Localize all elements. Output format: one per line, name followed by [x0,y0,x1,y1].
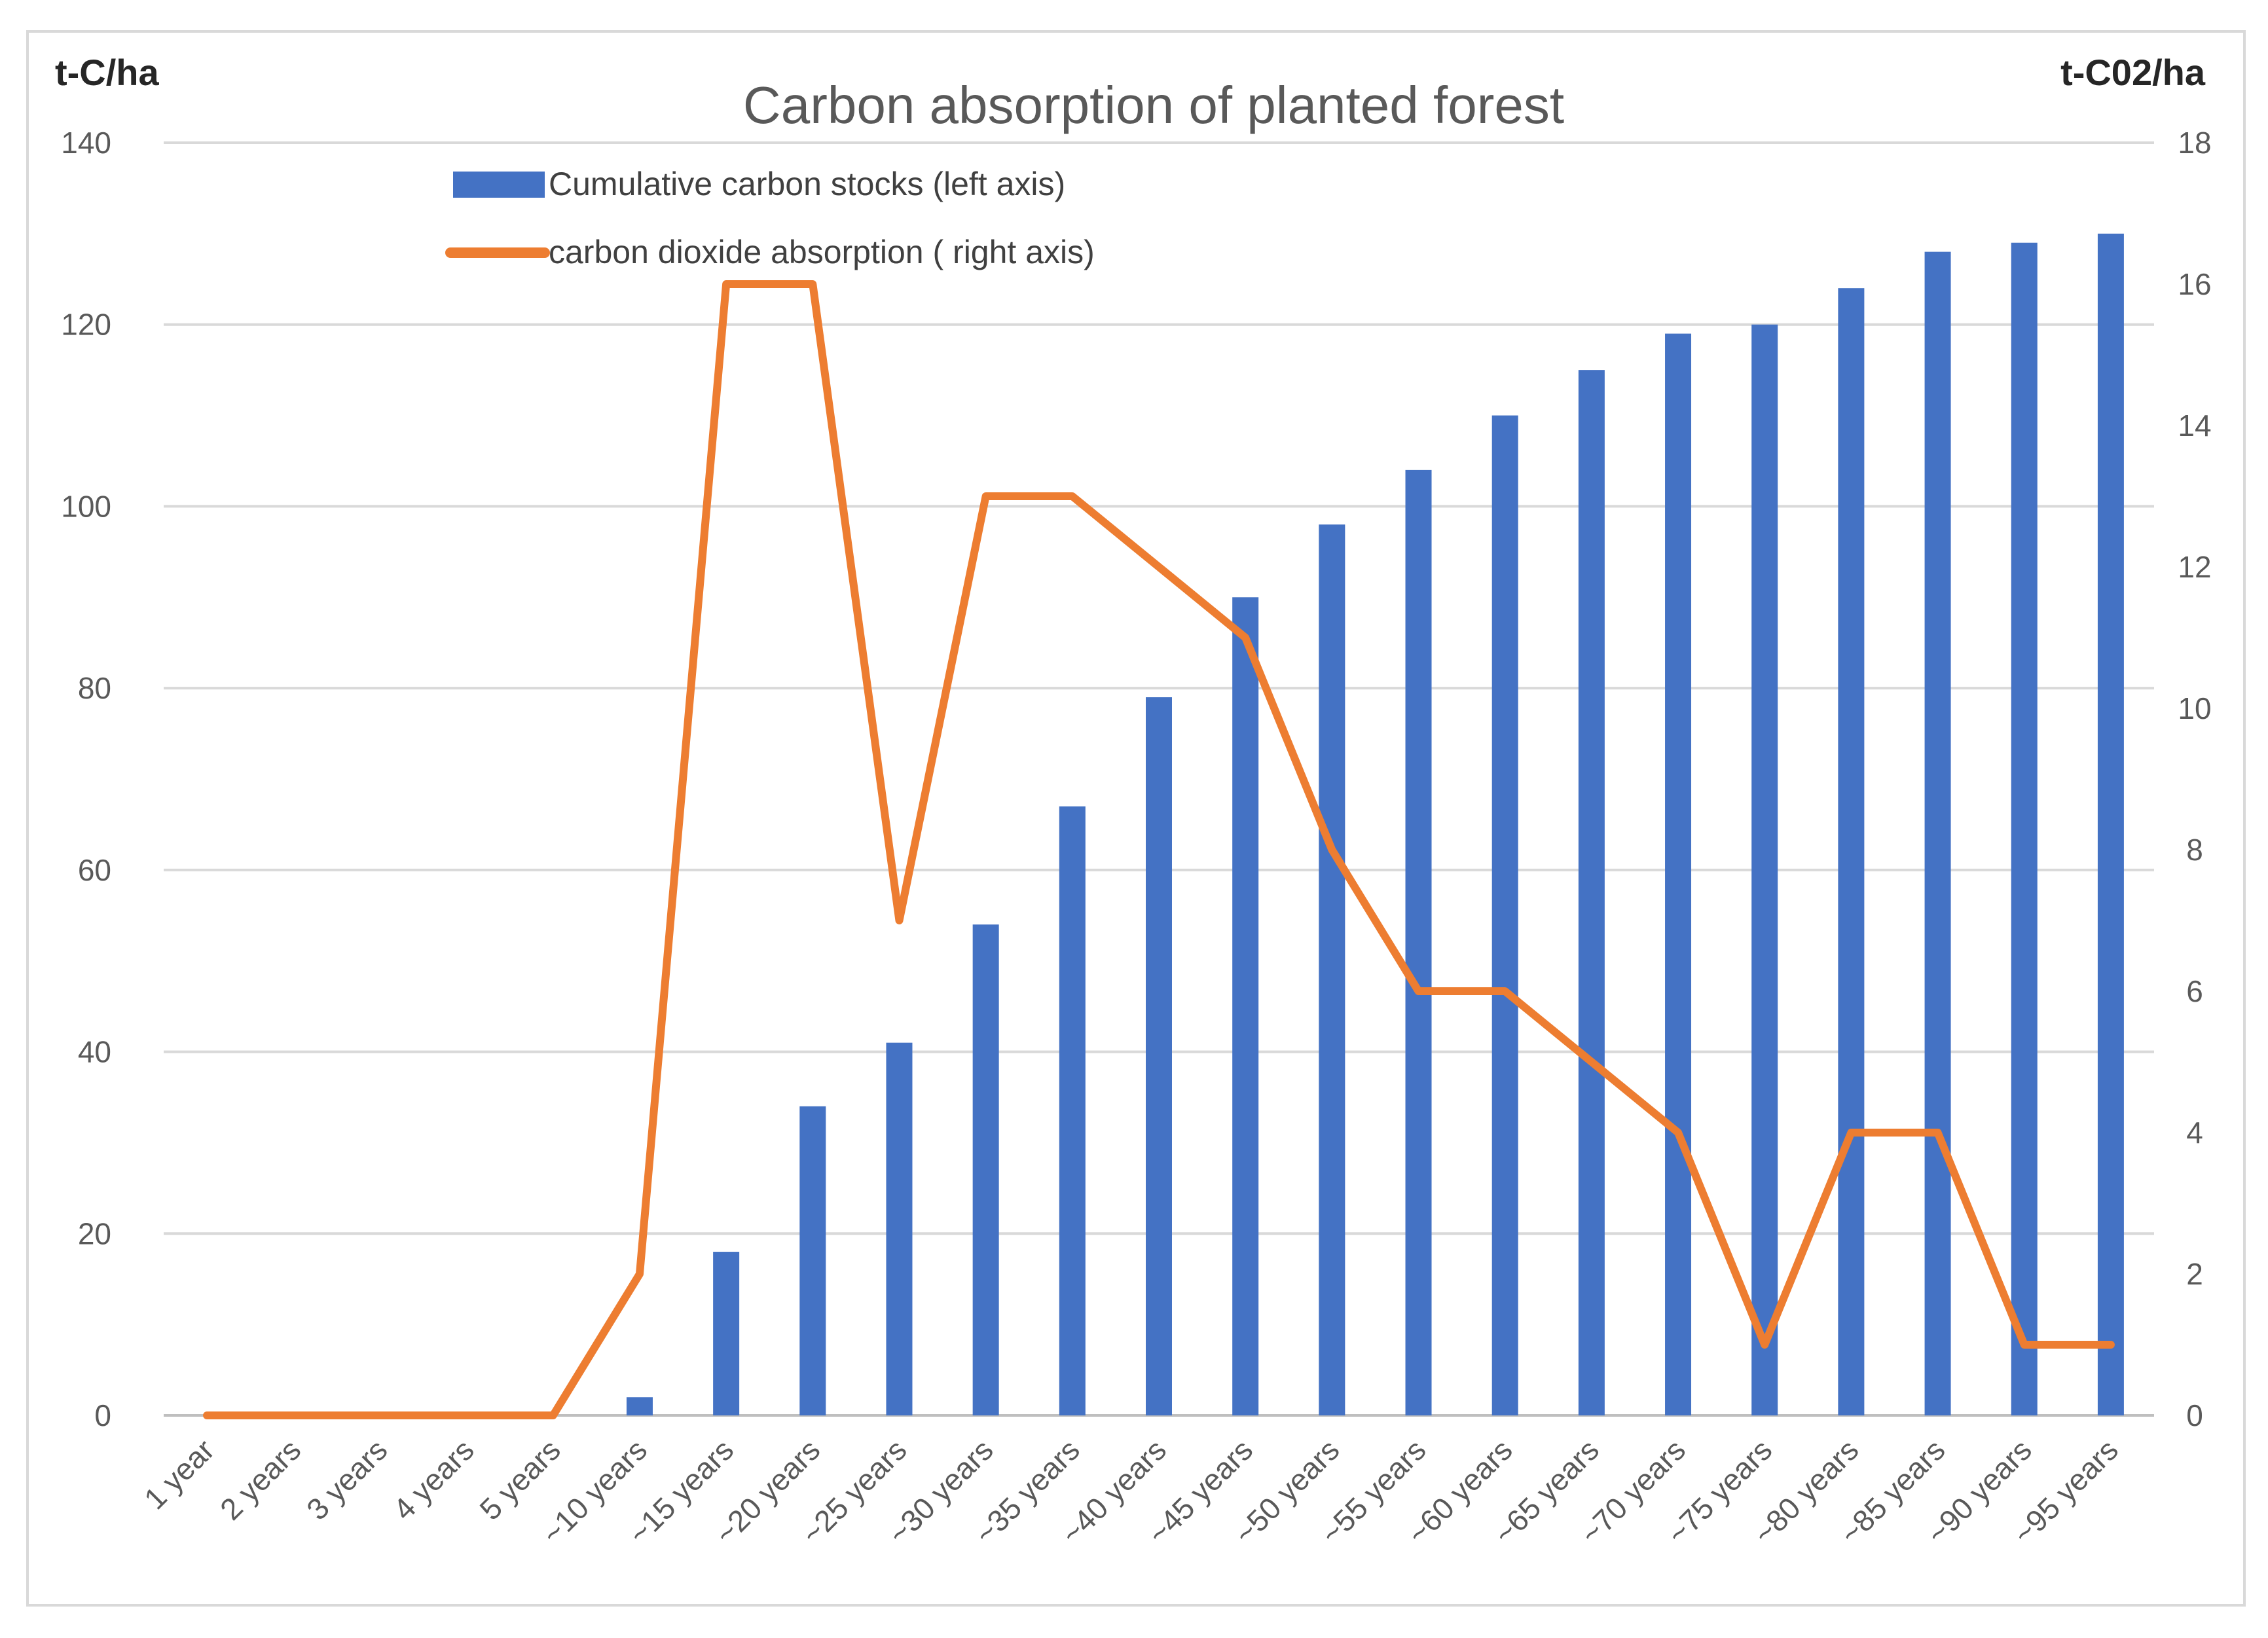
bar [2097,233,2124,1415]
right-axis-tick-label: 12 [2178,550,2211,584]
bar [886,1042,913,1415]
right-axis-tick-label: 18 [2178,126,2211,160]
bar [1059,806,1086,1415]
legend-label-bars: Cumulative carbon stocks (left axis) [549,166,1065,202]
x-axis-tick-label: 1 year [137,1432,221,1516]
bar [1146,697,1172,1415]
x-axis-tick-label: 4 years [386,1432,480,1526]
left-axis-tick-label: 80 [78,671,111,705]
bar [1405,469,1432,1415]
bar [713,1252,740,1415]
legend: Cumulative carbon stocks (left axis) car… [445,166,1095,270]
right-axis-tick-label: 16 [2178,267,2211,301]
left-axis-tick-label: 60 [78,853,111,887]
axes: 0 20 40 60 80 100 120 140 0 2 4 6 8 10 12 14 16 18 1 year2… [61,126,2211,1551]
left-axis-tick-label: 140 [61,126,111,160]
legend-label-line: carbon dioxide absorption ( right axis) [549,234,1095,270]
right-axis-tick-label: 2 [2186,1257,2203,1291]
x-axis-tick-label: 2 years [213,1432,307,1526]
left-axis-tick-label: 0 [94,1398,111,1432]
right-axis-tick-label: 4 [2186,1116,2203,1150]
right-axis-tick-label: 6 [2186,974,2203,1008]
bar [1232,597,1259,1416]
bar [626,1397,653,1415]
chart-title: Carbon absorption of planted forest [743,76,1564,134]
legend-swatch-bars [453,172,545,198]
left-axis-tick-label: 120 [61,308,111,342]
bar [1838,288,1865,1416]
bar [2011,242,2038,1415]
co2-absorption-line [203,280,2115,1419]
bar-series [626,233,2124,1416]
bar [1924,251,1951,1416]
bar [799,1106,826,1415]
chart-frame [26,30,2246,1607]
right-axis-tick-label: 10 [2178,691,2211,725]
bar [1578,370,1605,1416]
right-axis-tick-label: 14 [2178,409,2211,443]
bar [1751,324,1778,1415]
left-axis-tick-label: 100 [61,489,111,523]
bar [1665,333,1692,1416]
line-series [203,280,2115,1419]
left-axis-tick-label: 20 [78,1216,111,1250]
right-axis-unit-label: t-C02/ha [2060,52,2206,93]
bar [972,924,999,1415]
right-axis-tick-label: 0 [2186,1398,2203,1432]
x-axis-tick-label: 3 years [300,1432,393,1526]
left-axis-tick-label: 40 [78,1035,111,1069]
bar [1491,415,1518,1415]
bar [1319,524,1345,1416]
right-axis-tick-label: 8 [2186,833,2203,867]
left-axis-unit-label: t-C/ha [55,52,160,93]
